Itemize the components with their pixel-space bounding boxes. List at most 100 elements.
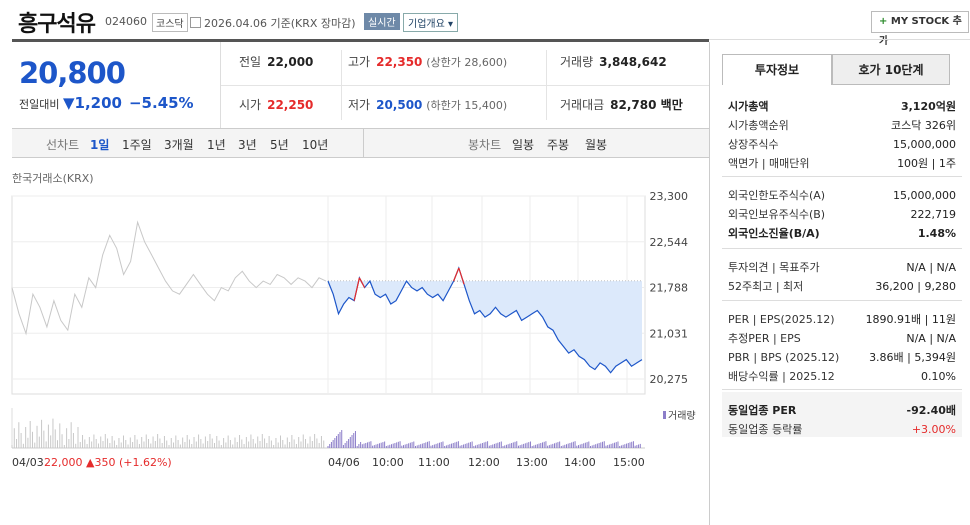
y-tick-label: 23,300 xyxy=(650,190,689,203)
tab-1year[interactable]: 1년 xyxy=(207,138,226,152)
current-price: 20,800 xyxy=(19,56,126,90)
info-label: 외국인보유주식수(B) xyxy=(728,208,826,221)
info-row: PER | EPS(2025.12) 1890.91배 | 11원 xyxy=(728,310,956,329)
prev-date-label: 04/03 xyxy=(12,456,44,469)
info-row: PBR | BPS (2025.12) 3.86배 | 5,394원 xyxy=(728,348,956,367)
above-prev-segment xyxy=(353,277,360,301)
info-value: 36,200 | 9,280 xyxy=(875,280,956,293)
y-tick-label: 20,275 xyxy=(650,373,689,386)
info-label: 배당수익률 | 2025.12 xyxy=(728,370,835,383)
info-label: 동일업종 등락률 xyxy=(728,423,803,436)
chevron-down-icon: ▾ xyxy=(448,19,454,30)
info-row: 시가총액 3,120억원 xyxy=(728,97,956,116)
prev-price-label: 22,000 xyxy=(44,456,83,469)
info-value: 15,000,000 xyxy=(893,138,956,151)
industry-box xyxy=(722,392,962,437)
realtime-badge[interactable]: 실시간 xyxy=(364,13,400,30)
info-row: 배당수익률 | 2025.12 0.10% xyxy=(728,367,956,386)
tab-invest-info[interactable]: 투자정보 xyxy=(722,54,832,85)
info-value: 100원 | 1주 xyxy=(897,157,956,170)
line-chart-label: 선차트 xyxy=(46,138,80,152)
candle-chart-label: 봉차트 xyxy=(468,138,502,152)
change-percent: −5.45% xyxy=(128,94,194,112)
calendar-icon xyxy=(190,17,201,28)
stock-name: 흥구석유 xyxy=(18,12,96,37)
info-value: 코스닥 326위 xyxy=(891,119,956,132)
today-line xyxy=(327,266,643,374)
info-value: 1.48% xyxy=(917,227,956,240)
price-change: 전일대비 ▼1,200 −5.45% xyxy=(19,94,194,112)
info-label: PBR | BPS (2025.12) xyxy=(728,351,840,364)
chart-source: 한국거래소(KRX) xyxy=(12,172,94,185)
info-label: 외국인한도주식수(A) xyxy=(728,189,826,202)
tab-monthly[interactable]: 월봉 xyxy=(585,138,608,152)
info-label: 시가총액 xyxy=(728,100,769,113)
tab-1day[interactable]: 1일 xyxy=(90,138,110,152)
divider xyxy=(709,39,970,40)
info-value: 15,000,000 xyxy=(893,189,956,202)
volume-legend-swatch xyxy=(663,411,666,419)
low-price: 저가 20,500 (하한가 15,400) xyxy=(348,98,508,112)
info-row: 투자의견 | 목표주가 N/A | N/A xyxy=(728,258,956,277)
tab-3year[interactable]: 3년 xyxy=(238,138,257,152)
prev-day-line xyxy=(11,220,327,336)
info-value: N/A | N/A xyxy=(906,332,956,345)
x-tick-label: 13:00 xyxy=(516,456,548,469)
tab-order-book[interactable]: 호가 10단계 xyxy=(832,54,950,85)
info-row: 동일업종 PER -92.40배 xyxy=(728,401,956,420)
info-value: 1890.91배 | 11원 xyxy=(865,313,956,326)
price-box: 20,800 전일대비 ▼1,200 −5.45% xyxy=(12,42,221,128)
chart-period-tabs: 선차트 1일 1주일 3개월 1년 3년 5년 10년 봉차트 일봉 주봉 월봉 xyxy=(12,128,709,158)
x-tick-label: 15:00 xyxy=(613,456,645,469)
info-value: +3.00% xyxy=(911,423,956,436)
trade-amount: 거래대금 82,780 백만 xyxy=(560,98,683,112)
x-tick-label: 10:00 xyxy=(372,456,404,469)
divider xyxy=(722,300,962,301)
divider xyxy=(722,248,962,249)
divider xyxy=(12,39,709,42)
tab-5year[interactable]: 5년 xyxy=(270,138,289,152)
plus-icon: + xyxy=(879,16,888,27)
above-prev-segment xyxy=(453,267,460,282)
mystock-add-button[interactable]: + MY STOCK 추가 xyxy=(871,11,969,47)
tab-daily[interactable]: 일봉 xyxy=(512,138,535,152)
tab-1week[interactable]: 1주일 xyxy=(122,138,152,152)
above-prev-segment xyxy=(458,267,465,285)
y-tick-label: 21,031 xyxy=(650,327,689,340)
open-price: 시가 22,250 xyxy=(239,98,314,112)
info-value: -92.40배 xyxy=(906,404,956,417)
tab-weekly[interactable]: 주봉 xyxy=(547,138,570,152)
x-tick-label: 11:00 xyxy=(418,456,450,469)
info-row: 액면가 | 매매단위 100원 | 1주 xyxy=(728,154,956,173)
price-chart[interactable]: 23,300 22,544 21,788 21,031 20,275 04/06 10:00… xyxy=(0,180,709,470)
info-label: 52주최고 | 최저 xyxy=(728,280,804,293)
info-row: 상장주식수 15,000,000 xyxy=(728,135,956,154)
prev-change-label: ▲350 (+1.62%) xyxy=(86,456,172,469)
date-text: 2026.04.06 기준(KRX 장마감) xyxy=(190,15,356,31)
info-row: 추정PER | EPS N/A | N/A xyxy=(728,329,956,348)
info-row: 시가총액순위 코스닥 326위 xyxy=(728,116,956,135)
info-label: 시가총액순위 xyxy=(728,119,789,132)
info-label: 액면가 | 매매단위 xyxy=(728,157,810,170)
stock-code: 024060 xyxy=(105,15,147,28)
y-tick-label: 22,544 xyxy=(650,236,689,249)
info-value: 0.10% xyxy=(921,370,956,383)
info-label: 추정PER | EPS xyxy=(728,332,801,345)
volume-legend: 거래량 xyxy=(668,410,696,422)
tab-3month[interactable]: 3개월 xyxy=(164,138,194,152)
info-value: 222,719 xyxy=(910,208,957,221)
info-label: 동일업종 PER xyxy=(728,404,797,417)
market-badge: 코스닥 xyxy=(152,13,188,32)
info-value: N/A | N/A xyxy=(906,261,956,274)
divider xyxy=(722,176,962,177)
company-info-dropdown[interactable]: 기업개요 ▾ xyxy=(403,13,459,32)
info-label: 투자의견 | 목표주가 xyxy=(728,261,820,274)
info-label: 외국인소진율(B/A) xyxy=(728,227,820,240)
info-value: 3.86배 | 5,394원 xyxy=(869,351,956,364)
info-row: 52주최고 | 최저 36,200 | 9,280 xyxy=(728,277,956,296)
tab-10year[interactable]: 10년 xyxy=(302,138,329,152)
info-label: PER | EPS(2025.12) xyxy=(728,313,835,326)
info-row: 외국인소진율(B/A) 1.48% xyxy=(728,224,956,243)
x-tick-label: 14:00 xyxy=(564,456,596,469)
prev-close: 전일 22,000 xyxy=(239,55,314,69)
